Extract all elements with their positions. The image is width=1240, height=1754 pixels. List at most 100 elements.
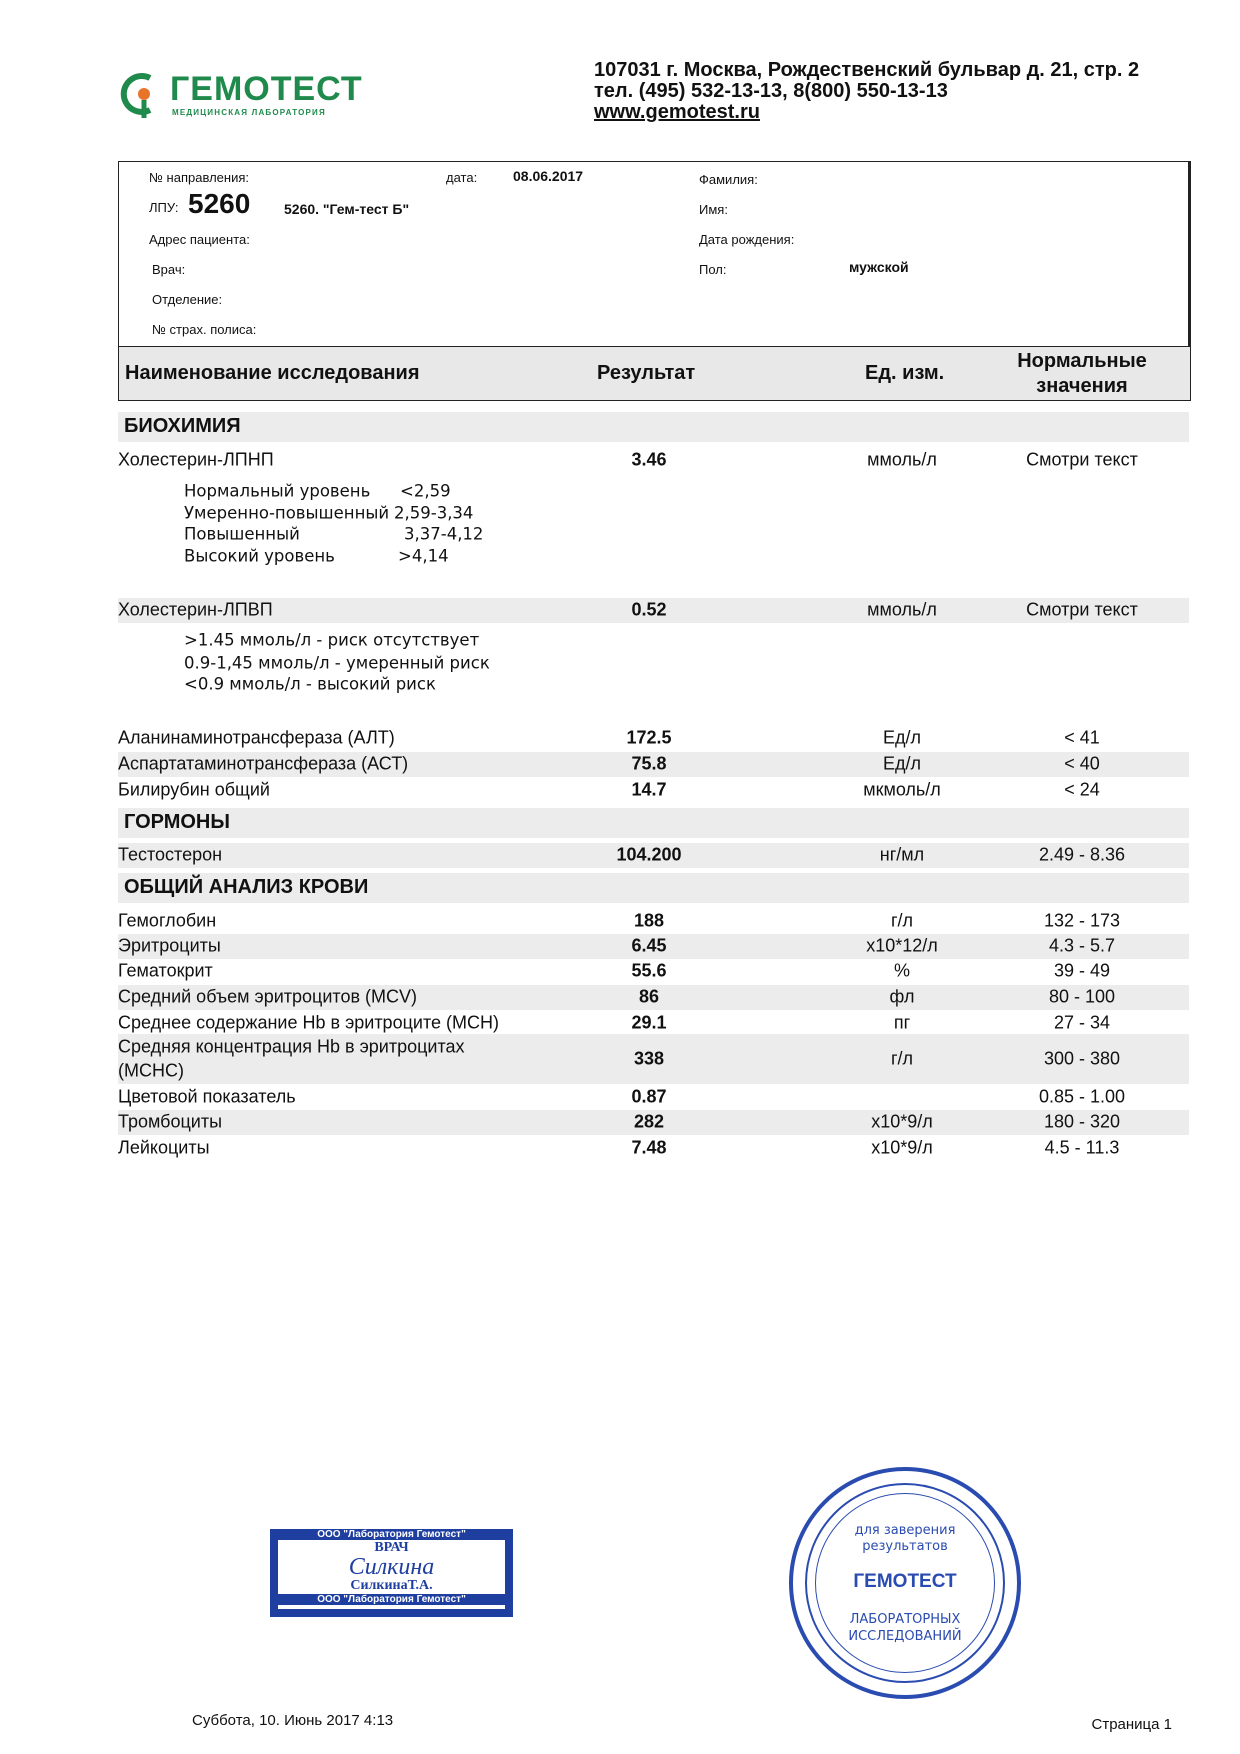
test-name: Гемоглобин (118, 910, 217, 931)
gemotest-logo: ГЕМОТЕСТ МЕДИЦИНСКАЯ ЛАБОРАТОРИЯ (120, 70, 380, 120)
results-table-header: Наименование исследования Результат Ед. … (118, 346, 1191, 401)
address-label: Адрес пациента: (149, 232, 250, 247)
test-reference-range: Смотри текст (1026, 449, 1138, 470)
test-reference-range: 4.5 - 11.3 (1044, 1137, 1120, 1158)
test-name: Цветовой показатель (118, 1086, 296, 1107)
test-name: Холестерин-ЛПНП (118, 449, 274, 470)
logo-subtitle: МЕДИЦИНСКАЯ ЛАБОРАТОРИЯ (172, 108, 326, 117)
stamp-title: ВРАЧ (374, 1540, 409, 1555)
row-band (118, 843, 1189, 868)
logo-icon (120, 73, 152, 118)
test-name: Тромбоциты (118, 1111, 223, 1132)
test-unit: г/л (890, 1048, 914, 1069)
test-unit: нг/мл (879, 844, 925, 865)
test-result: 75.8 (631, 753, 667, 774)
row-band (118, 1034, 1189, 1084)
test-name: Средний объем эритроцитов (MCV) (118, 986, 418, 1007)
patient-info-box (118, 161, 1191, 366)
test-reference-range: 132 - 173 (1043, 910, 1121, 931)
sex-value: мужской (849, 259, 909, 275)
surname-label: Фамилия: (699, 172, 758, 187)
ldl-note-value: <2,59 (400, 481, 451, 501)
hdl-note: 0.9-1,45 ммоль/л - умеренный риск (184, 653, 490, 673)
stamp-org-top: ООО "Лаборатория Гемотест" (270, 1529, 513, 1540)
test-name: Эритроциты (118, 935, 221, 956)
test-reference-range: 300 - 380 (1043, 1048, 1121, 1069)
test-result: 55.6 (631, 960, 667, 981)
lpu-code: 5260 (188, 188, 251, 219)
test-reference-range: 180 - 320 (1043, 1111, 1121, 1132)
test-unit: ммоль/л (867, 599, 937, 620)
test-reference-range: < 41 (1064, 727, 1100, 748)
doctor-stamp: ООО "Лаборатория Гемотест" ВРАЧ Силкина … (270, 1529, 513, 1617)
row-band (118, 1110, 1189, 1135)
test-result: 0.87 (631, 1086, 667, 1107)
department-label: Отделение: (152, 292, 223, 307)
lab-seal: для заверения результатов ГЕМОТЕСТ ЛАБОРА… (789, 1467, 1021, 1699)
test-reference-range: 2.49 - 8.36 (1038, 844, 1126, 865)
test-result: 188 (633, 910, 665, 931)
test-name: Аспартатаминотрансфераза (АСТ) (118, 753, 409, 774)
test-unit: x10*9/л (871, 1111, 933, 1132)
referral-label: № направления: (149, 170, 249, 185)
col-norm-header: Нормальные значения (1017, 349, 1147, 399)
test-result: 172.5 (626, 727, 672, 748)
test-result: 29.1 (631, 1012, 667, 1033)
test-name: Среднее содержание Hb в эритроците (MCH) (118, 1012, 499, 1033)
lab-contacts: 107031 г. Москва, Рождественский бульвар… (594, 60, 1139, 123)
norm-header-line2: значения (1036, 375, 1128, 397)
doctor-name: СилкинаТ.А. (350, 1578, 433, 1593)
test-name: Билирубин общий (118, 779, 270, 800)
col-result-header: Результат (597, 362, 696, 384)
ldl-note-label: Повышенный (184, 524, 300, 544)
hdl-note: <0.9 ммоль/л - высокий риск (184, 674, 436, 694)
section-band (118, 808, 1189, 838)
doctor-signature: Силкина (348, 1554, 435, 1580)
test-unit: Ед/л (882, 753, 921, 774)
test-unit: x10*12/л (866, 935, 938, 956)
seal-line4: ИССЛЕДОВАНИЙ (848, 1629, 962, 1644)
col-unit-header: Ед. изм. (865, 362, 945, 384)
row-band (118, 752, 1189, 777)
test-result: 338 (633, 1048, 665, 1069)
section-band (118, 873, 1189, 903)
test-unit: % (893, 960, 910, 981)
lpu-label: ЛПУ: (149, 200, 179, 215)
test-result: 0.52 (631, 599, 667, 620)
page-number: Страница 1 (1091, 1716, 1173, 1733)
name-label: Имя: (699, 202, 728, 217)
row-band (118, 598, 1189, 623)
seal-line1: для заверения (854, 1523, 956, 1538)
row-band (118, 985, 1189, 1010)
test-reference-range: < 40 (1064, 753, 1100, 774)
test-result: 7.48 (631, 1137, 667, 1158)
seal-logo: ГЕМОТЕСТ (853, 1571, 957, 1592)
test-name: Средняя концентрация Hb в эритроцитах (118, 1036, 465, 1057)
test-name: Холестерин-ЛПВП (118, 599, 273, 620)
test-reference-range: 27 - 34 (1053, 1012, 1111, 1033)
test-unit: пг (893, 1012, 911, 1033)
test-name: Аланинаминотрансфераза (АЛТ) (118, 727, 395, 748)
lab-address: 107031 г. Москва, Рождественский бульвар… (594, 59, 1140, 81)
row-band (118, 934, 1189, 959)
stamp-org-bottom: ООО "Лаборатория Гемотест" (270, 1594, 513, 1605)
col-name-header: Наименование исследования (125, 362, 420, 384)
seal-line2: результатов (862, 1539, 948, 1554)
test-unit: фл (889, 986, 915, 1007)
norm-header-line1: Нормальные (1017, 350, 1147, 372)
sex-label: Пол: (699, 262, 727, 277)
print-timestamp: Суббота, 10. Июнь 2017 4:13 (192, 1712, 394, 1729)
test-reference-range: 0.85 - 1.00 (1038, 1086, 1126, 1107)
test-result: 282 (633, 1111, 665, 1132)
test-result: 104.200 (616, 844, 682, 865)
date-label: дата: (446, 170, 478, 185)
ldl-note-label: Умеренно-повышенный (184, 503, 390, 523)
seal-line3: ЛАБОРАТОРНЫХ (849, 1612, 961, 1627)
test-unit: ммоль/л (867, 449, 937, 470)
test-name: Лейкоциты (118, 1137, 210, 1158)
test-reference-range: 4.3 - 5.7 (1048, 935, 1116, 956)
website-link[interactable]: www.gemotest.ru (594, 101, 760, 123)
section-band (118, 412, 1189, 442)
test-unit: г/л (890, 910, 914, 931)
ldl-note-value: 2,59-3,34 (394, 503, 474, 523)
